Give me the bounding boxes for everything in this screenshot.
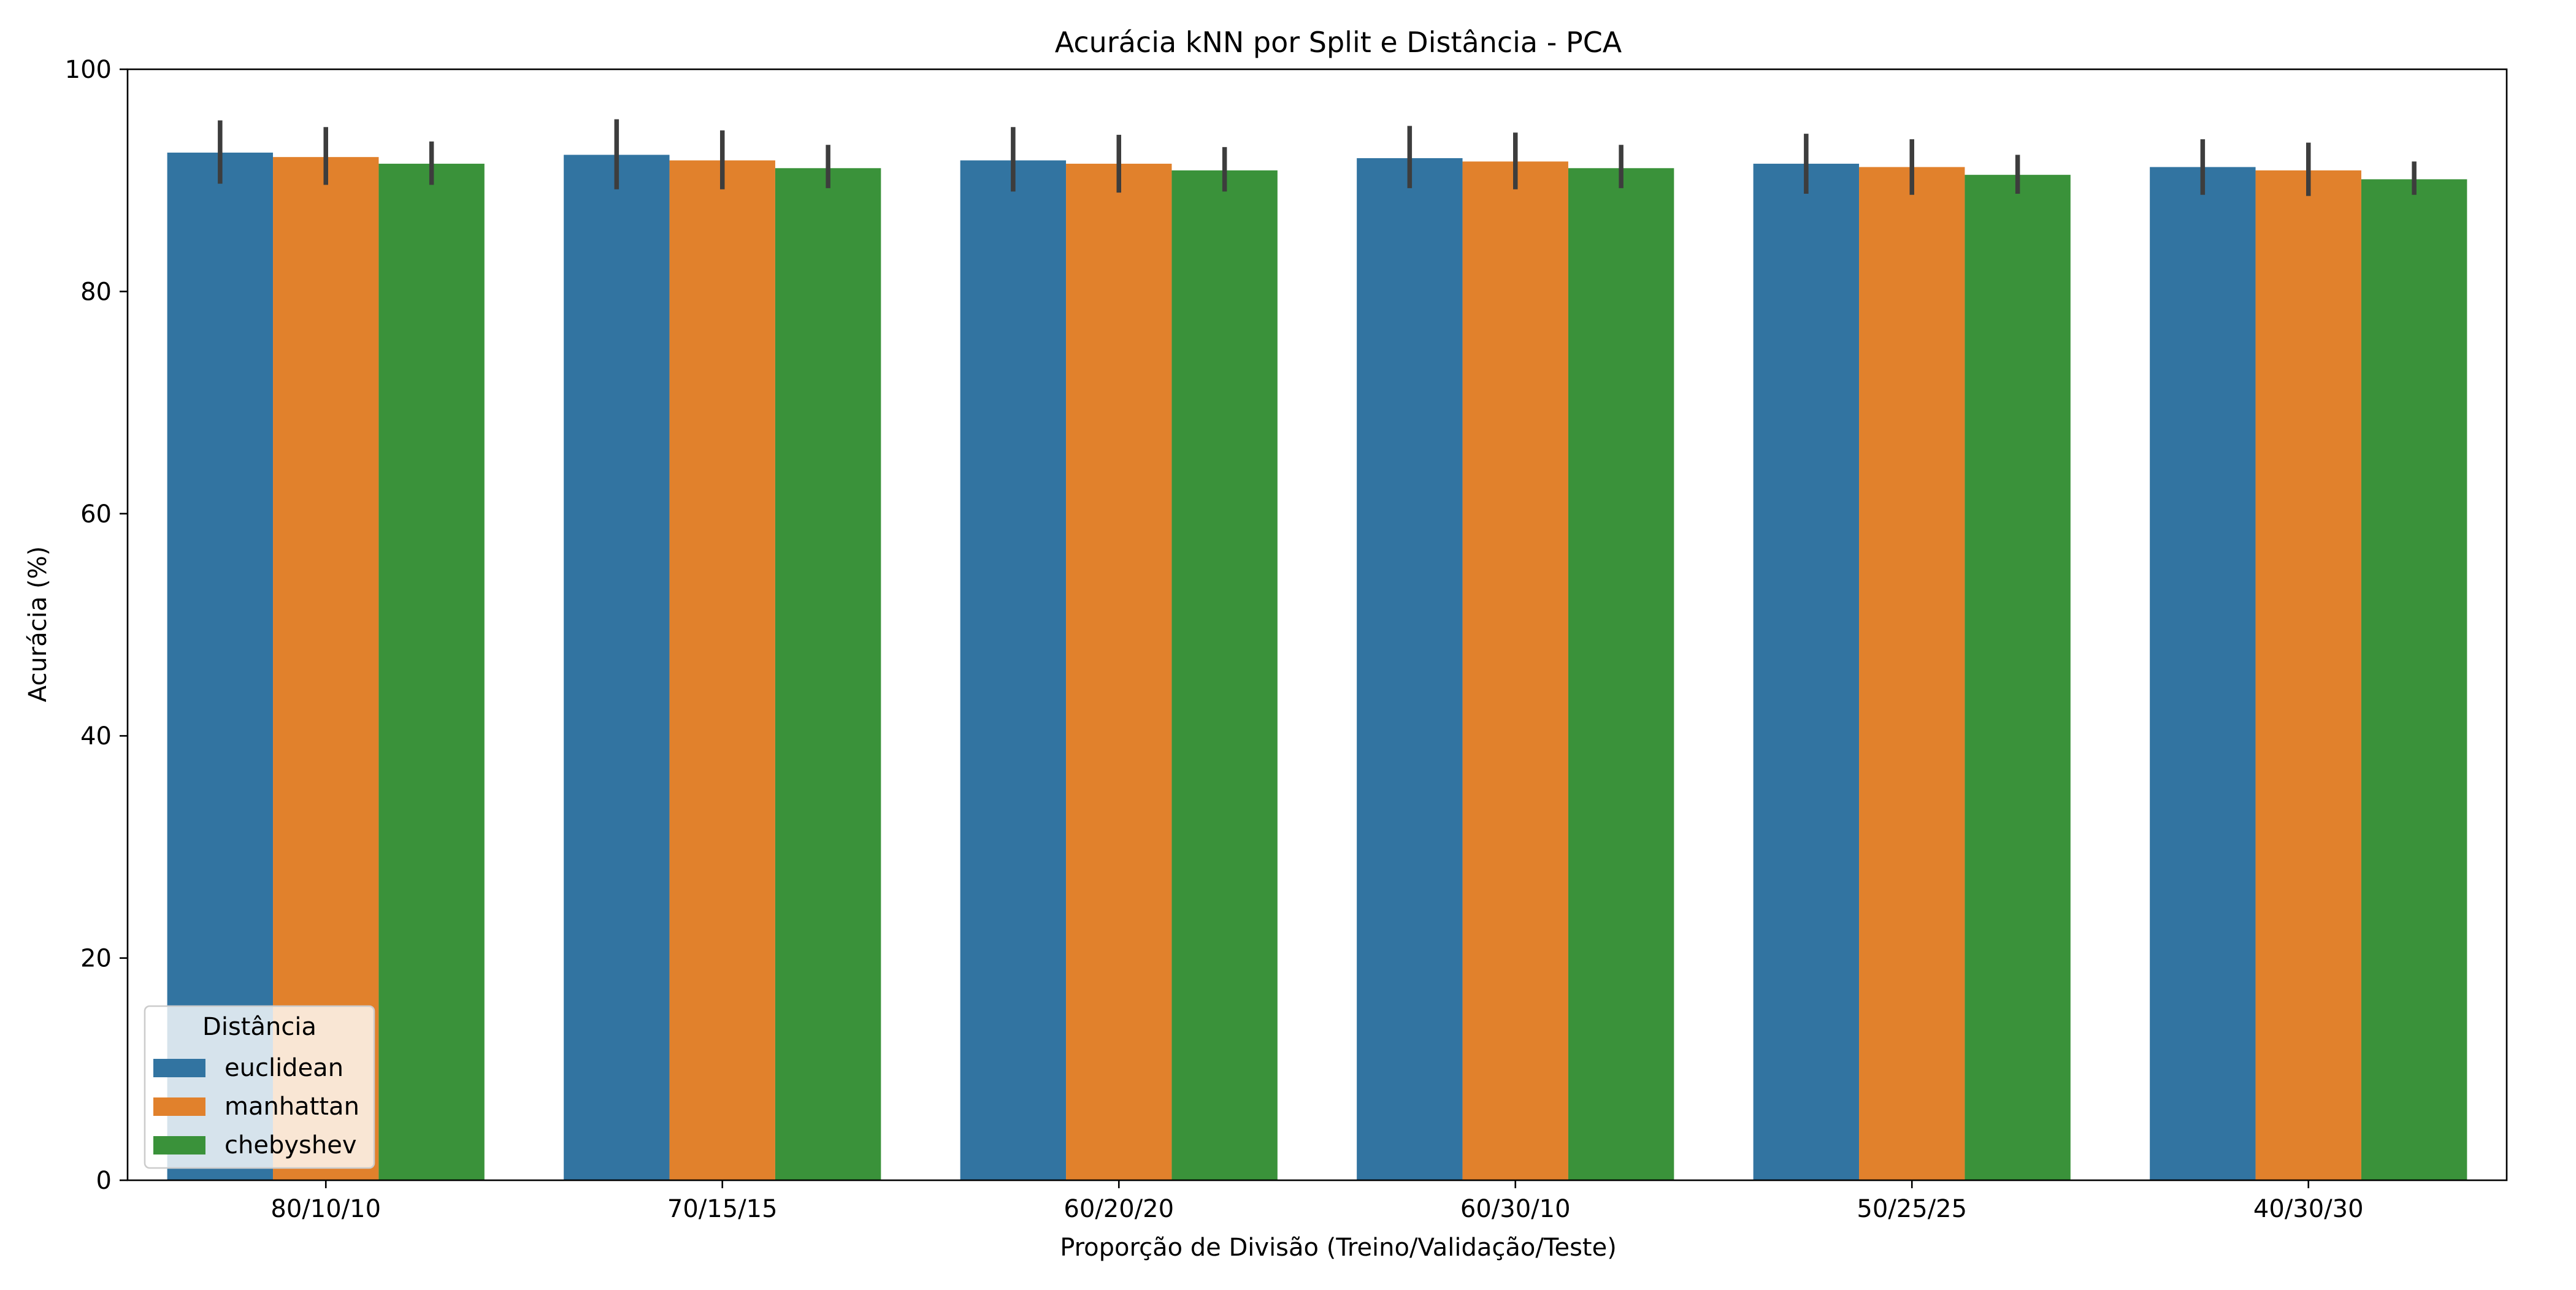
y-tick-label-4: 80 (80, 278, 112, 306)
legend-title: Distância (202, 1013, 316, 1041)
bars-group (167, 152, 2467, 1181)
legend-swatch-chebyshev (153, 1136, 205, 1155)
legend-label-euclidean: euclidean (224, 1054, 343, 1082)
legend-swatch-manhattan (153, 1097, 205, 1116)
bar-chebyshev-2 (1171, 170, 1278, 1181)
bar-euclidean-5 (2150, 167, 2256, 1180)
bar-manhattan-3 (1462, 161, 1568, 1180)
bar-chebyshev-3 (1568, 168, 1674, 1180)
y-tick-label-5: 100 (65, 56, 112, 84)
legend-label-manhattan: manhattan (224, 1093, 359, 1121)
y-axis: 0 20 40 60 80 100 (65, 56, 128, 1195)
bar-euclidean-4 (1753, 164, 1860, 1180)
bar-manhattan-4 (1859, 167, 1965, 1180)
bar-euclidean-3 (1357, 158, 1463, 1181)
x-axis: 80/10/10 70/15/15 60/20/20 60/30/10 50/25/25… (270, 1180, 2364, 1223)
bar-euclidean-1 (564, 155, 670, 1180)
x-tick-label-3: 60/30/10 (1460, 1195, 1571, 1223)
x-tick-label-2: 60/20/20 (1064, 1195, 1174, 1223)
plot-frame (126, 68, 2508, 1181)
x-tick-label-0: 80/10/10 (270, 1195, 381, 1223)
bar-manhattan-5 (2255, 170, 2361, 1181)
bar-chebyshev-4 (1965, 175, 2071, 1180)
bar-chebyshev-1 (775, 168, 881, 1180)
legend-label-chebyshev: chebyshev (224, 1131, 357, 1159)
legend-box (144, 1005, 375, 1169)
y-tick-label-3: 60 (80, 500, 112, 529)
x-tick-label-1: 70/15/15 (667, 1195, 778, 1223)
chart-title: Acurácia kNN por Split e Distância - PCA (1055, 26, 1622, 59)
bar-chebyshev-0 (378, 164, 485, 1180)
legend-swatch-euclidean (153, 1059, 205, 1077)
x-axis-label: Proporção de Divisão (Treino/Validação/T… (1060, 1234, 1617, 1262)
x-tick-label-5: 40/30/30 (2253, 1195, 2364, 1223)
error-bars-group (218, 119, 2417, 196)
bar-chebyshev-5 (2361, 179, 2467, 1181)
bar-euclidean-2 (960, 160, 1067, 1181)
y-axis-label: Acurácia (%) (24, 546, 52, 703)
bar-manhattan-1 (669, 160, 775, 1181)
y-tick-label-1: 20 (80, 945, 112, 973)
y-tick-label-0: 0 (96, 1167, 112, 1195)
y-tick-label-2: 40 (80, 722, 112, 750)
bar-manhattan-2 (1066, 164, 1172, 1180)
legend: Distância euclidean manhattan chebyshev (144, 1005, 375, 1169)
x-tick-label-4: 50/25/25 (1857, 1195, 1967, 1223)
